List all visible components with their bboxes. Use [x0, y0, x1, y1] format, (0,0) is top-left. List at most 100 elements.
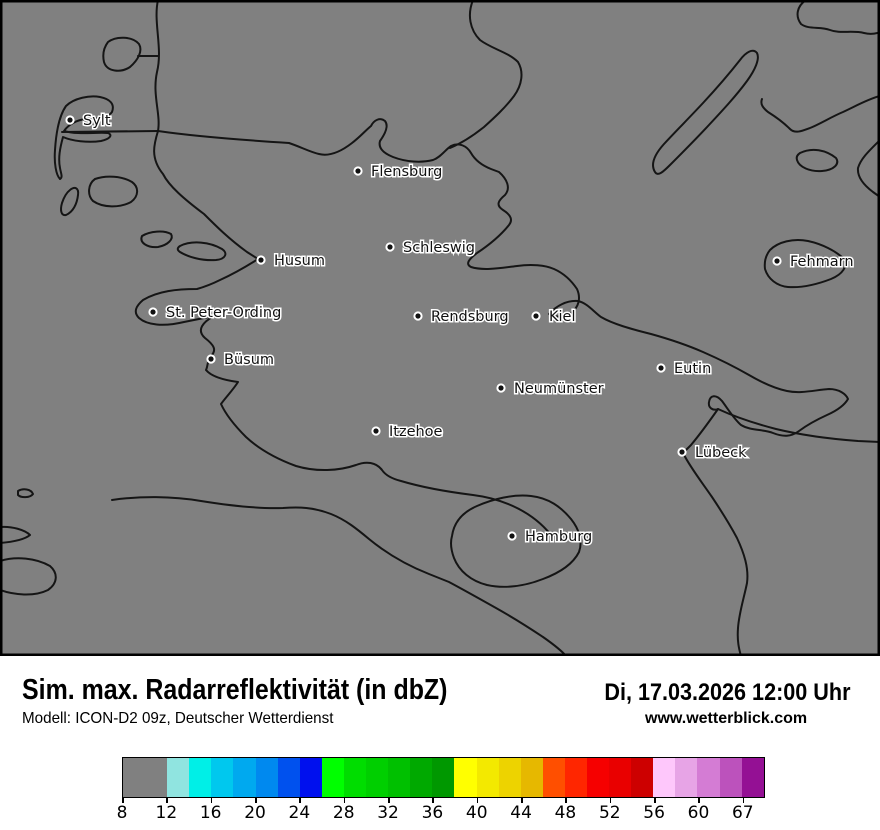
city-label: Itzehoe	[389, 424, 443, 440]
city-label: Husum	[274, 253, 325, 269]
city-dot	[507, 531, 517, 541]
colorbar-tick-label: 28	[332, 803, 355, 823]
coastline-elbe-south-bank	[111, 496, 567, 656]
coastline-cuxhaven	[0, 488, 57, 596]
colorbar-cell	[366, 758, 389, 797]
website-link: www.wetterblick.com	[645, 710, 808, 727]
city-dot	[496, 383, 506, 393]
colorbar	[122, 757, 765, 798]
colorbar-cell	[189, 758, 212, 797]
colorbar-cell	[410, 758, 433, 797]
city-label: St. Peter-Ording	[166, 305, 281, 321]
city-dot	[206, 354, 216, 364]
colorbar-tick-label: 40	[465, 803, 488, 823]
colorbar-tick-label: 32	[377, 803, 399, 823]
city-dot	[256, 255, 266, 265]
coastline-aero-island	[795, 148, 839, 173]
coastline-border-west	[61, 130, 159, 133]
coastline-als-island	[652, 49, 759, 175]
coastline-jutland-east	[449, 0, 523, 149]
colorbar-tick-label: 48	[554, 803, 577, 823]
colorbar-cell	[299, 758, 322, 797]
colorbar-labels: 8 12 16 20 24 28 32 36 40 44 48 52 56 60 67	[117, 803, 765, 825]
colorbar-tick-label: 36	[421, 803, 444, 823]
city-dot	[65, 115, 75, 125]
colorbar-tick-label: 24	[288, 803, 311, 823]
map-footer: Sim. max. Radarreflektivität (in dbZ) Di…	[0, 656, 880, 830]
colorbar-cell	[609, 758, 632, 797]
colorbar-cell	[321, 758, 344, 797]
colorbar-cell	[498, 758, 521, 797]
radar-map: Sylt Flensburg Schleswig Husum Fehmarn St. Pe…	[0, 0, 880, 656]
colorbar-tick-label: 67	[731, 803, 754, 823]
colorbar-cell	[542, 758, 565, 797]
coastline-border-south-luebeck	[682, 452, 749, 656]
city-label: Fehmarn	[790, 254, 854, 270]
colorbar-cell	[233, 758, 256, 797]
colorbar-cell	[697, 758, 720, 797]
city-label: Lübeck	[695, 445, 747, 461]
colorbar-cell	[675, 758, 698, 797]
colorbar-cell	[277, 758, 300, 797]
coastline-fohr-island	[88, 175, 139, 208]
colorbar-cell	[454, 758, 477, 797]
colorbar-tick-label: 44	[510, 803, 532, 823]
page-title: Sim. max. Radarreflektivität (in dbZ)	[22, 674, 448, 706]
city-dot	[371, 426, 381, 436]
colorbar-cell	[123, 758, 168, 797]
map-frame	[0, 0, 880, 656]
city-dot	[531, 311, 541, 321]
city-label: Kiel	[549, 309, 576, 325]
coastline-langeland	[856, 139, 880, 198]
coastline-luebeck-bay-south	[717, 408, 880, 443]
colorbar-cell	[432, 758, 455, 797]
forecast-datetime: Di, 17.03.2026 12:00 Uhr	[604, 679, 851, 706]
colorbar-tick-label: 20	[244, 803, 266, 823]
city-dot	[677, 447, 687, 457]
city-dot	[772, 256, 782, 266]
coastline-baltic-coast	[157, 118, 849, 454]
colorbar-cell	[631, 758, 654, 797]
colorbar-tick-label: 60	[687, 803, 710, 823]
coastline-denmark-border-vertical	[154, 0, 160, 132]
city-label: Eutin	[674, 361, 711, 377]
colorbar-cell	[586, 758, 610, 797]
colorbar-tick-label: 56	[643, 803, 665, 823]
colorbar-cell	[520, 758, 543, 797]
colorbar-cell	[476, 758, 499, 797]
city-label: Sylt	[83, 113, 111, 129]
city-label: Büsum	[224, 352, 274, 368]
colorbar-tick-label: 8	[116, 803, 128, 823]
city-label: Rendsburg	[431, 309, 509, 325]
coastline-fehmarn-island	[763, 239, 847, 289]
coastline-romo-island	[102, 36, 142, 72]
coastline-pellworm-island	[140, 230, 173, 249]
city-dot	[656, 363, 666, 373]
coastline-funen-south	[760, 95, 880, 133]
city-markers: Sylt Flensburg Schleswig Husum Fehmarn St. Pe…	[65, 112, 855, 547]
city-label: Flensburg	[371, 164, 442, 180]
city-dot	[353, 166, 363, 176]
coastline-sylt-island	[53, 95, 114, 180]
coastline-hamburg-boundary	[449, 494, 582, 588]
map-canvas: Sylt Flensburg Schleswig Husum Fehmarn St. Pe…	[0, 0, 880, 656]
colorbar-cell	[653, 758, 676, 797]
model-info: Modell: ICON-D2 09z, Deutscher Wetterdie…	[22, 710, 334, 727]
city-dot	[413, 311, 423, 321]
city-label: Hamburg	[525, 529, 592, 545]
colorbar-cell	[741, 758, 764, 797]
city-dot	[385, 242, 395, 252]
colorbar-cell	[255, 758, 278, 797]
colorbar-tick-label: 16	[199, 803, 222, 823]
coastline-nordstrand-island	[176, 241, 227, 262]
city-label: Schleswig	[403, 240, 475, 256]
city-dot	[148, 307, 158, 317]
colorbar-tick-label: 12	[155, 803, 178, 823]
coastline-amrum-island	[60, 186, 80, 217]
colorbar-cell	[167, 758, 190, 797]
coastline-funen-north	[796, 0, 880, 35]
city-label: Neumünster	[514, 381, 604, 397]
colorbar-cell	[343, 758, 367, 797]
colorbar-cell	[564, 758, 587, 797]
